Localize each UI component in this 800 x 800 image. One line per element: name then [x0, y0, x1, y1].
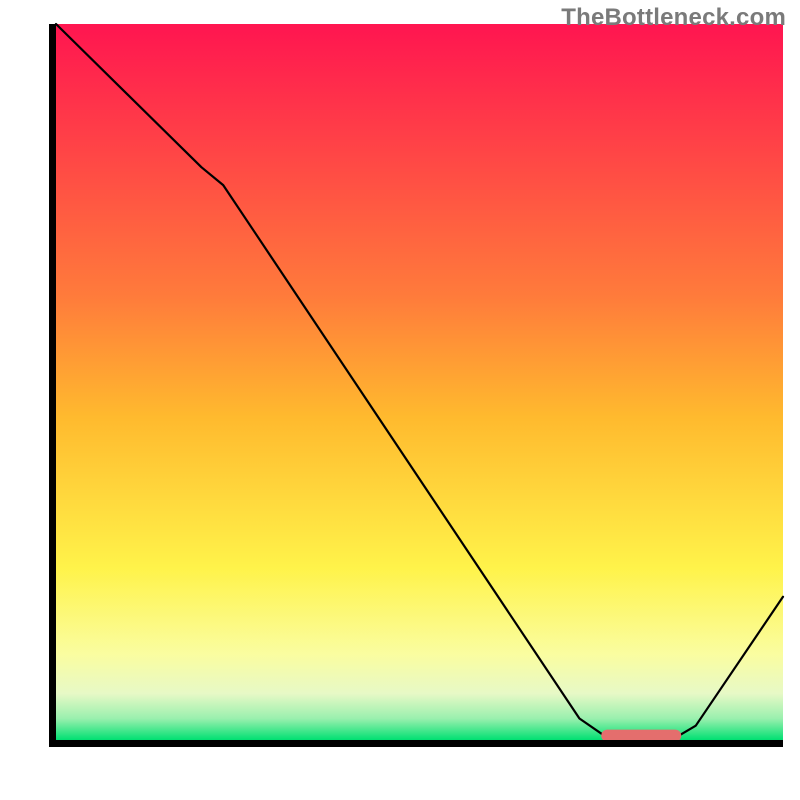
- optimal-range-marker: [601, 730, 681, 742]
- y-axis-line: [49, 24, 56, 747]
- chart-svg: [0, 0, 800, 800]
- chart-frame: TheBottleneck.com: [0, 0, 800, 800]
- x-axis-line: [49, 740, 783, 747]
- watermark-text: TheBottleneck.com: [561, 4, 786, 32]
